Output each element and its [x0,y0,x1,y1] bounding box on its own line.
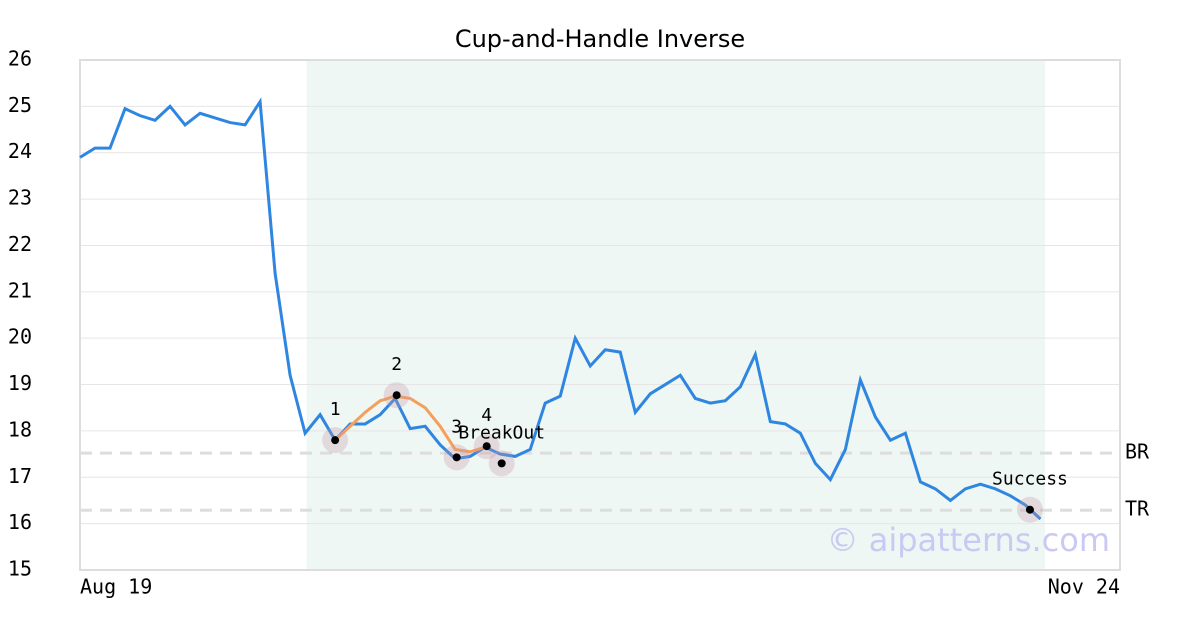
marker-label: 2 [391,354,402,375]
marker-label: 3 [451,416,462,437]
series-line [79,97,1042,521]
marker-dot [497,459,506,468]
plot-frame [79,59,1121,571]
y-tick-label: 17 [8,464,32,488]
marker-dot [482,442,491,451]
y-tick-label: 23 [8,186,32,210]
chart-title: Cup-and-Handle Inverse [455,25,745,53]
y-tick-label: 20 [8,325,32,349]
marker-label: Success [992,469,1068,490]
marker-label: BreakOut [458,422,545,443]
marker-label: 4 [481,405,492,426]
level-label: BR [1125,440,1150,464]
y-tick-label: 24 [8,139,32,163]
x-tick-label: Aug 19 [80,575,152,599]
level-label: TR [1125,497,1150,521]
marker-dot [392,391,401,400]
y-tick-label: 22 [8,232,32,256]
marker-dot [1025,505,1034,514]
marker-dot [452,453,461,462]
watermark: © aipatterns.com [827,521,1110,559]
y-tick-label: 19 [8,371,32,395]
series-line [334,394,486,454]
y-tick-label: 21 [8,278,32,302]
marker-dot [331,436,340,445]
y-tick-label: 25 [8,93,32,117]
x-tick-label: Nov 24 [1048,575,1120,599]
y-tick-label: 15 [8,557,32,581]
shade-region [306,60,1045,570]
y-tick-label: 18 [8,417,32,441]
y-tick-label: 26 [8,47,32,71]
marker-label: 1 [330,399,341,420]
y-tick-label: 16 [8,510,32,534]
